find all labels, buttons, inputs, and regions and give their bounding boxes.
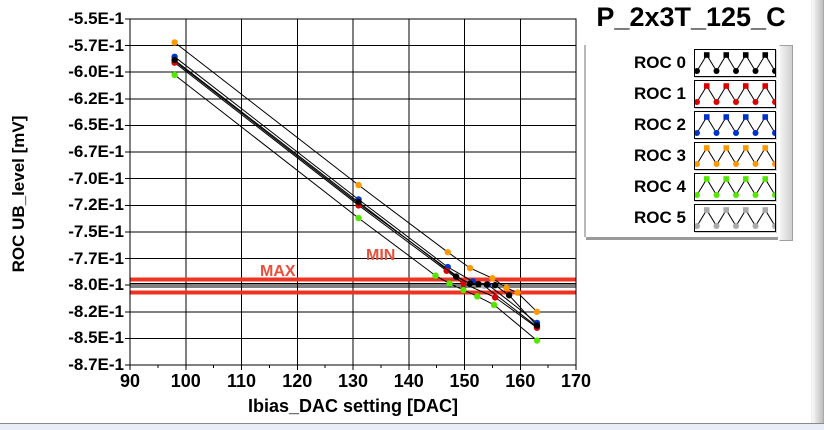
data-point-roc-0 — [533, 322, 541, 329]
data-point-roc-4 — [460, 286, 467, 294]
data-point-roc-4 — [355, 214, 362, 222]
legend-item-roc-3: ROC 3 — [586, 140, 778, 171]
legend-sample-roc-2[interactable] — [694, 110, 776, 139]
series-line-roc-3 — [174, 42, 538, 313]
data-point-roc-0 — [452, 273, 460, 280]
legend-item-label: ROC 0 — [634, 52, 686, 72]
data-point-roc-0 — [491, 281, 499, 289]
x-tick-label: 160 — [505, 371, 536, 391]
y-tick-label: -6.5E-1 — [68, 115, 124, 135]
data-point-roc-0 — [466, 280, 474, 287]
x-tick-label: 110 — [226, 371, 257, 391]
y-tick-label: -5.7E-1 — [68, 35, 124, 55]
x-tick-label: 100 — [170, 371, 201, 391]
data-point-roc-4 — [446, 280, 453, 287]
data-point-roc-4 — [432, 272, 439, 279]
data-point-roc-4 — [474, 293, 481, 300]
series-line-roc-4 — [174, 74, 538, 341]
x-tick-label: 120 — [282, 371, 313, 391]
data-point-roc-3 — [503, 284, 510, 292]
x-tick-label: 170 — [560, 371, 592, 391]
y-tick-label: -5.5E-1 — [68, 9, 124, 28]
legend-sample-roc-5[interactable] — [694, 203, 776, 232]
data-point-roc-0 — [483, 281, 490, 288]
data-point-roc-0 — [505, 292, 513, 299]
data-point-roc-3 — [514, 289, 521, 296]
legend-item-label: ROC 2 — [634, 114, 686, 134]
x-tick-label: 150 — [449, 371, 480, 391]
data-point-roc-4 — [171, 71, 178, 79]
legend-sample-roc-0[interactable] — [694, 48, 776, 77]
legend-sample-roc-4[interactable] — [694, 172, 776, 201]
legend-sample-roc-3[interactable] — [694, 141, 776, 170]
legend-sample-roc-1[interactable] — [694, 79, 776, 108]
legend-item-label: ROC 5 — [634, 207, 686, 227]
data-point-roc-1 — [491, 294, 499, 301]
y-tick-label: -7.5E-1 — [68, 221, 124, 241]
y-tick-label: -6.7E-1 — [68, 142, 124, 162]
data-point-roc-3 — [533, 308, 541, 315]
data-point-roc-1 — [460, 280, 467, 287]
max-limit-label: MAX — [260, 263, 296, 280]
y-tick-label: -7.0E-1 — [68, 168, 124, 188]
legend-item-label: ROC 4 — [634, 176, 686, 196]
y-tick-label: -6.2E-1 — [68, 88, 124, 108]
data-point-roc-3 — [171, 39, 178, 46]
graph-title: P_2x3T_125_C — [596, 2, 786, 32]
legend-item-roc-0: ROC 0 — [586, 47, 778, 78]
x-tick-label: 130 — [337, 371, 369, 391]
data-point-roc-4 — [490, 301, 498, 309]
x-axis-title: Ibias_DAC setting [DAC] — [247, 396, 458, 416]
legend-scrollbar[interactable] — [779, 45, 793, 241]
legend-item-roc-4: ROC 4 — [586, 171, 778, 202]
plot-area[interactable] — [120, 12, 590, 380]
y-tick-label: -7.7E-1 — [68, 248, 124, 268]
x-tick-label: 140 — [393, 371, 424, 391]
series-line-roc-2 — [174, 56, 538, 324]
y-tick-label: -8.0E-1 — [68, 275, 124, 295]
x-tick-label: 90 — [119, 371, 141, 391]
data-point-roc-4 — [533, 337, 541, 344]
data-point-roc-0 — [475, 280, 482, 288]
y-tick-label: -7.2E-1 — [68, 195, 124, 215]
legend-item-roc-5: ROC 5 — [586, 202, 778, 233]
legend-item-label: ROC 3 — [634, 145, 686, 165]
data-point-roc-3 — [466, 264, 474, 272]
data-point-roc-3 — [489, 275, 496, 282]
legend-item-roc-2: ROC 2 — [586, 109, 778, 140]
window-bottom-border — [0, 423, 824, 430]
legend: ROC 0 ROC 1 ROC 2 ROC 3 ROC 4 ROC 5 — [586, 45, 778, 237]
legend-item-label: ROC 1 — [634, 83, 686, 103]
data-point-roc-3 — [444, 248, 451, 256]
y-tick-label: -8.5E-1 — [68, 328, 124, 348]
data-point-roc-1 — [443, 267, 450, 274]
y-tick-label: -6.0E-1 — [68, 62, 124, 82]
min-limit-label: MIN — [366, 247, 396, 264]
data-point-roc-0 — [171, 56, 178, 64]
legend-item-roc-1: ROC 1 — [586, 78, 778, 109]
data-point-roc-0 — [355, 198, 362, 206]
data-point-roc-3 — [355, 181, 362, 189]
y-tick-label: -8.7E-1 — [68, 355, 124, 374]
y-tick-label: -8.2E-1 — [68, 301, 124, 321]
window-right-border — [811, 0, 824, 430]
